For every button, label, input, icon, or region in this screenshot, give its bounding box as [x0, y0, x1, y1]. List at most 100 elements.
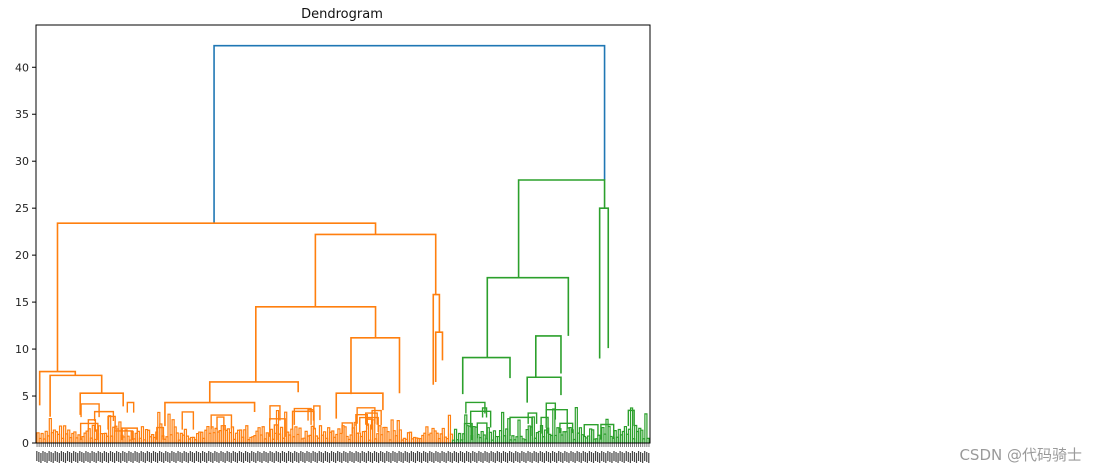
x-leaf-label: [517, 452, 519, 462]
x-leaf-label: [152, 451, 155, 461]
x-leaf-label: [46, 453, 48, 463]
x-leaf-label: [208, 451, 210, 461]
x-leaf-label: [144, 453, 146, 463]
x-leaf-label: [56, 452, 58, 462]
x-leaf-label: [648, 453, 650, 463]
leaf-link: [210, 414, 233, 430]
x-leaf-label: [490, 451, 492, 461]
x-leaf-label: [519, 453, 521, 463]
x-leaf-label: [433, 453, 435, 463]
x-leaf-label: [210, 452, 212, 462]
x-leaf-label: [124, 452, 126, 462]
x-leaf-label: [265, 452, 267, 462]
x-leaf-label: [285, 453, 288, 463]
x-leaf-label: [378, 453, 380, 463]
x-leaf-label: [40, 453, 42, 463]
leaf-link: [408, 431, 413, 443]
dendrogram-link: [526, 376, 562, 403]
dendrogram-link: [432, 293, 441, 385]
x-leaf-label: [77, 453, 79, 463]
x-leaf-label: [62, 452, 65, 462]
x-leaf-label: [73, 451, 75, 461]
x-leaf-label: [326, 452, 329, 462]
leaf-link: [245, 425, 249, 443]
x-leaf-label: [410, 451, 412, 461]
x-leaf-label: [75, 452, 77, 462]
x-leaf-label: [332, 452, 335, 462]
dendrogram-link: [38, 370, 77, 406]
leaf-link: [600, 423, 615, 439]
x-leaf-label: [447, 451, 449, 461]
leaf-link: [40, 432, 44, 443]
x-leaf-label: [294, 451, 296, 461]
x-leaf-label: [498, 452, 500, 462]
dendrogram-link: [486, 276, 570, 358]
x-leaf-label: [150, 453, 153, 463]
x-leaf-label: [504, 452, 507, 462]
leaf-link: [629, 407, 634, 443]
x-leaf-label: [187, 453, 189, 463]
x-leaf-label: [556, 453, 558, 463]
leaf-link: [58, 425, 63, 443]
x-leaf-label: [617, 453, 619, 463]
x-leaf-label: [627, 452, 629, 462]
x-leaf-label: [572, 452, 574, 462]
x-leaf-label: [359, 453, 361, 463]
x-leaf-label: [48, 451, 50, 461]
x-leaf-label: [547, 452, 550, 462]
x-leaf-label: [322, 453, 324, 463]
x-leaf-label: [529, 452, 531, 462]
x-leaf-label: [273, 453, 275, 463]
leaf-link: [273, 424, 279, 441]
x-leaf-label: [310, 453, 312, 463]
x-leaf-label: [113, 453, 116, 463]
x-leaf-label: [54, 451, 56, 461]
leaf-link: [167, 413, 171, 443]
x-leaf-label: [89, 453, 91, 463]
dendrogram-link: [56, 222, 377, 372]
x-leaf-label: [588, 451, 591, 461]
x-leaf-label: [87, 452, 89, 462]
y-tick-label: 15: [15, 296, 29, 309]
x-leaf-label: [296, 452, 298, 462]
x-leaf-label: [138, 453, 140, 463]
leaf-link: [481, 407, 488, 418]
x-leaf-label: [570, 451, 572, 461]
y-tick-label: 20: [15, 249, 29, 262]
x-leaf-label: [621, 452, 623, 462]
x-leaf-label: [244, 451, 247, 461]
x-leaf-label: [400, 452, 402, 462]
x-leaf-label: [420, 453, 423, 463]
x-leaf-label: [394, 452, 396, 462]
x-leaf-label: [515, 451, 517, 461]
leaf-link: [216, 416, 225, 431]
x-leaf-label: [396, 453, 398, 463]
x-leaf-label: [185, 452, 187, 462]
x-leaf-label: [533, 451, 535, 461]
x-leaf-label: [167, 452, 169, 462]
x-leaf-label: [257, 451, 259, 461]
x-leaf-label: [637, 451, 640, 461]
x-leaf-label: [165, 451, 167, 461]
x-leaf-label: [541, 452, 543, 462]
leaf-link: [48, 417, 52, 443]
leaf-link: [87, 419, 97, 432]
leaf-link: [126, 401, 135, 413]
x-leaf-label: [369, 452, 372, 462]
dendrogram-link: [213, 44, 606, 224]
leaf-link: [545, 408, 568, 428]
x-leaf-label: [623, 453, 625, 463]
x-leaf-label: [521, 451, 523, 461]
x-leaf-label: [609, 452, 611, 462]
x-leaf-label: [531, 453, 533, 463]
x-leaf-label: [236, 453, 238, 463]
dendrogram-link: [434, 331, 444, 382]
leaf-link: [540, 416, 549, 434]
x-leaf-label: [646, 452, 648, 462]
x-leaf-label: [418, 452, 421, 462]
x-leaf-label: [416, 451, 419, 461]
x-leaf-label: [91, 451, 93, 461]
x-leaf-label: [605, 453, 607, 463]
x-leaf-label: [204, 452, 206, 462]
x-leaf-label: [367, 451, 369, 461]
